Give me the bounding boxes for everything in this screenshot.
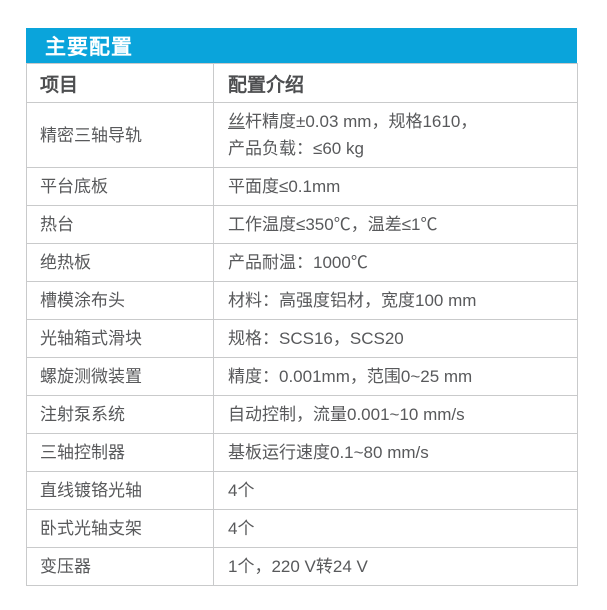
item-cell: 卧式光轴支架: [26, 509, 214, 548]
spec-sheet: 主要配置 项目 配置介绍 精密三轴导轨 丝杆精度±0.03 mm，规格1610， 产…: [26, 28, 578, 586]
table-row: 三轴控制器 基板运行速度0.1~80 mm/s: [26, 433, 578, 472]
section-title: 主要配置: [45, 35, 133, 59]
item-cell: 热台: [26, 205, 214, 244]
desc-cell: 丝杆精度±0.03 mm，规格1610， 产品负载：≤60 kg: [213, 102, 578, 168]
desc-line: 工作温度≤350℃，温差≤1℃: [228, 215, 438, 234]
table-row: 平台底板 平面度≤0.1mm: [26, 167, 578, 206]
desc-cell: 1个，220 V转24 V: [213, 547, 578, 586]
desc-cell: 基板运行速度0.1~80 mm/s: [213, 433, 578, 472]
table-row: 注射泵系统 自动控制，流量0.001~10 mm/s: [26, 395, 578, 434]
desc-cell: 产品耐温：1000℃: [213, 243, 578, 282]
table-row: 光轴箱式滑块 规格：SCS16，SCS20: [26, 319, 578, 358]
desc-cell: 4个: [213, 471, 578, 510]
item-cell: 绝热板: [26, 243, 214, 282]
table-row: 槽模涂布头 材料：高强度铝材，宽度100 mm: [26, 281, 578, 320]
column-header-description: 配置介绍: [213, 63, 578, 103]
desc-line: 自动控制，流量0.001~10 mm/s: [228, 405, 465, 424]
desc-line: 规格：SCS16，SCS20: [228, 329, 404, 348]
item-cell: 槽模涂布头: [26, 281, 214, 320]
item-cell: 三轴控制器: [26, 433, 214, 472]
desc-cell: 规格：SCS16，SCS20: [213, 319, 578, 358]
item-cell: 螺旋测微装置: [26, 357, 214, 396]
desc-cell: 材料：高强度铝材，宽度100 mm: [213, 281, 578, 320]
section-header: 主要配置: [26, 28, 577, 63]
table-row: 卧式光轴支架 4个: [26, 509, 578, 548]
table-row: 绝热板 产品耐温：1000℃: [26, 243, 578, 282]
desc-line: 4个: [228, 519, 255, 538]
item-cell: 平台底板: [26, 167, 214, 206]
item-cell: 直线镀铬光轴: [26, 471, 214, 510]
desc-line: 产品负载：≤60 kg: [228, 139, 364, 158]
desc-line: 基板运行速度0.1~80 mm/s: [228, 443, 429, 462]
item-cell: 精密三轴导轨: [26, 102, 214, 168]
table-row: 精密三轴导轨 丝杆精度±0.03 mm，规格1610， 产品负载：≤60 kg: [26, 102, 578, 168]
desc-cell: 4个: [213, 509, 578, 548]
spec-table: 项目 配置介绍 精密三轴导轨 丝杆精度±0.03 mm，规格1610， 产品负载：≤…: [26, 63, 578, 586]
desc-line: 4个: [228, 481, 255, 500]
spec-table-body: 精密三轴导轨 丝杆精度±0.03 mm，规格1610， 产品负载：≤60 kg 平台底…: [26, 102, 578, 586]
item-cell: 变压器: [26, 547, 214, 586]
desc-cell: 精度：0.001mm，范围0~25 mm: [213, 357, 578, 396]
desc-line: 1个，220 V转24 V: [228, 557, 368, 576]
table-header-row: 项目 配置介绍: [26, 63, 578, 103]
desc-cell: 自动控制，流量0.001~10 mm/s: [213, 395, 578, 434]
desc-line: 材料：高强度铝材，宽度100 mm: [228, 291, 477, 310]
desc-line: 精度：0.001mm，范围0~25 mm: [228, 367, 473, 386]
table-row: 变压器 1个，220 V转24 V: [26, 547, 578, 586]
desc-line: 产品耐温：1000℃: [228, 253, 368, 272]
desc-cell: 平面度≤0.1mm: [213, 167, 578, 206]
desc-line: 丝杆精度±0.03 mm，规格1610，: [228, 112, 478, 131]
desc-line: 平面度≤0.1mm: [228, 177, 341, 196]
item-cell: 光轴箱式滑块: [26, 319, 214, 358]
table-row: 螺旋测微装置 精度：0.001mm，范围0~25 mm: [26, 357, 578, 396]
table-row: 直线镀铬光轴 4个: [26, 471, 578, 510]
column-header-item: 项目: [26, 63, 214, 103]
table-row: 热台 工作温度≤350℃，温差≤1℃: [26, 205, 578, 244]
item-cell: 注射泵系统: [26, 395, 214, 434]
desc-cell: 工作温度≤350℃，温差≤1℃: [213, 205, 578, 244]
